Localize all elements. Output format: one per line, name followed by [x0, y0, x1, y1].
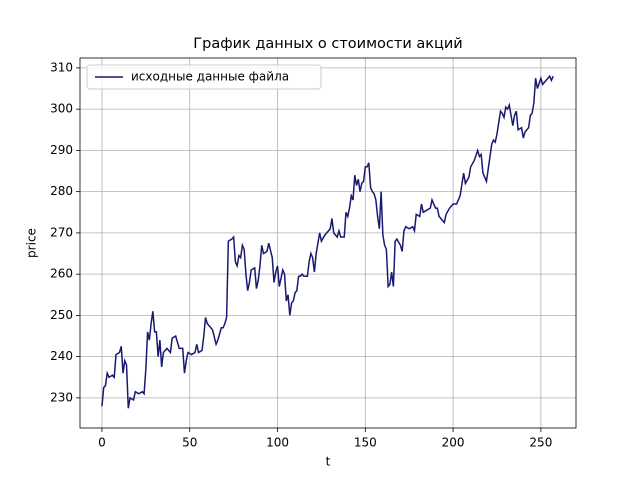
y-tick-label: 250 [50, 308, 73, 322]
chart-title: График данных о стоимости акций [193, 36, 462, 52]
legend-box [86, 64, 322, 90]
x-axis-label: t [326, 455, 331, 469]
y-tick-label: 310 [50, 60, 73, 74]
plot-frame [79, 57, 577, 429]
y-tick-label: 290 [50, 143, 73, 157]
x-tick-label: 250 [529, 436, 552, 450]
y-tick-label: 230 [50, 390, 73, 404]
x-tick-label: 100 [266, 436, 289, 450]
x-tick-label: 200 [442, 436, 465, 450]
x-tick-label: 50 [182, 436, 197, 450]
y-axis-label: price [25, 228, 39, 258]
legend-label: исходные данные файла [131, 70, 289, 84]
y-tick-label: 260 [50, 267, 73, 281]
y-tick-label: 240 [50, 349, 73, 363]
x-tick-label: 150 [354, 436, 377, 450]
y-tick-label: 300 [50, 102, 73, 116]
x-tick-label: 0 [98, 436, 106, 450]
y-tick-label: 270 [50, 225, 73, 239]
data-line [101, 74, 554, 409]
y-tick-label: 280 [50, 184, 73, 198]
